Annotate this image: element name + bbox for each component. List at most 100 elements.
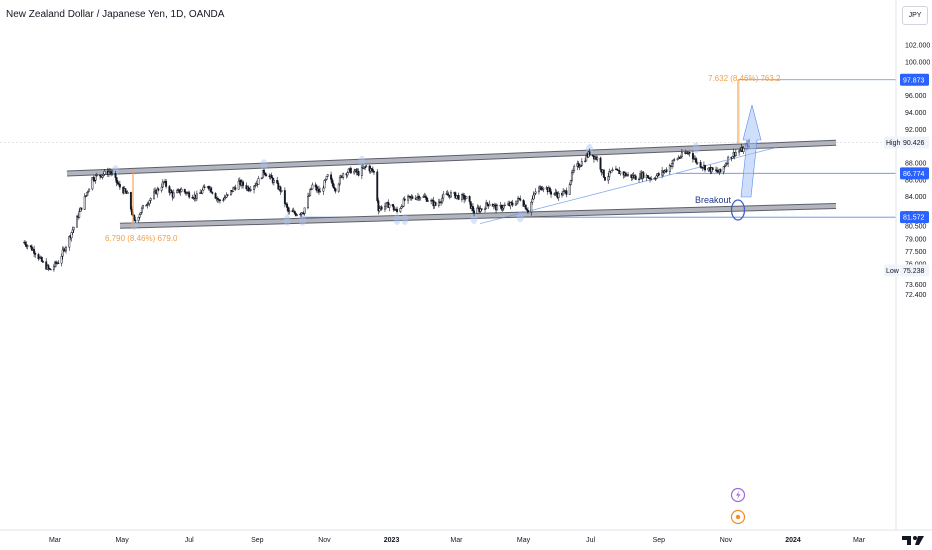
- candle-body: [307, 196, 309, 209]
- candle-body: [726, 163, 728, 165]
- candle-body: [33, 249, 36, 254]
- candle-body: [460, 194, 463, 200]
- candle-body: [223, 197, 226, 201]
- candle-body: [484, 208, 486, 210]
- candle-body: [147, 203, 150, 205]
- price-tag-label-box: [884, 264, 899, 277]
- candle-body: [373, 171, 375, 173]
- candle-body: [148, 200, 151, 204]
- tradingview-logo[interactable]: [900, 532, 928, 548]
- candle-body: [101, 175, 104, 178]
- candle-body: [441, 197, 444, 203]
- candle-body: [388, 204, 391, 208]
- candle-body: [678, 157, 681, 159]
- candle-body: [222, 199, 225, 201]
- price-tag-box: [900, 73, 929, 86]
- candle-body: [522, 200, 525, 207]
- touch-marker: [393, 213, 401, 225]
- left-measure-label: 6.790 (8.46%) 679.0: [105, 234, 178, 243]
- breakout-label: Breakout: [695, 195, 732, 205]
- candle-body: [165, 180, 168, 187]
- candle-body: [531, 198, 534, 203]
- candle-body: [371, 169, 374, 172]
- candle-body: [72, 226, 75, 231]
- candle-body: [203, 186, 206, 189]
- candle-body: [364, 166, 367, 168]
- candle-body: [41, 261, 44, 263]
- candle-body: [179, 191, 182, 193]
- candle-body: [355, 169, 358, 173]
- candle-body: [170, 190, 173, 194]
- candle-body: [591, 154, 594, 157]
- candle-body: [29, 245, 32, 248]
- candle-body: [94, 175, 97, 181]
- candle-body: [533, 193, 536, 196]
- candle-body: [665, 169, 668, 173]
- candle-body: [299, 213, 302, 216]
- candle-body: [503, 204, 506, 207]
- time-tick-label: Sep: [251, 537, 264, 544]
- touch-marker: [111, 165, 119, 177]
- candle-body: [129, 192, 132, 210]
- candle-body: [485, 202, 488, 210]
- candle-body: [270, 175, 273, 179]
- candle-body: [254, 185, 257, 187]
- candle-body: [399, 208, 402, 212]
- candle-body: [338, 176, 341, 185]
- candle-body: [579, 165, 582, 167]
- price-tick-label: 94.000: [905, 110, 927, 117]
- candle-body: [514, 203, 517, 206]
- candle-body: [519, 198, 522, 201]
- candle-body: [83, 196, 86, 210]
- candle-body: [114, 173, 117, 178]
- candle-body: [463, 195, 466, 200]
- candle-body: [573, 166, 576, 171]
- candle-body: [145, 204, 148, 207]
- candle-body: [149, 198, 152, 201]
- price-tag-value: 90.426: [903, 140, 925, 147]
- candle-body: [272, 179, 275, 183]
- candle-body: [26, 245, 29, 247]
- candle-body: [183, 189, 186, 193]
- candle-body: [425, 197, 428, 202]
- candle-body: [253, 185, 256, 190]
- candle-body: [296, 214, 298, 216]
- candle-body: [286, 203, 289, 208]
- price-tag-label-box: [884, 136, 899, 149]
- candle-body: [524, 204, 527, 210]
- touch-marker: [358, 155, 366, 167]
- candle-body: [342, 173, 345, 178]
- candle-body: [310, 188, 313, 191]
- price-tick-label: 77.500: [905, 249, 927, 256]
- candle-body: [324, 179, 327, 181]
- candle-body: [437, 201, 440, 206]
- bottom-icons[interactable]: [730, 487, 746, 525]
- candle-body: [680, 152, 683, 158]
- candle-body: [156, 188, 159, 195]
- candle-body: [377, 200, 380, 212]
- candle-body: [555, 192, 558, 195]
- candle-body: [403, 198, 406, 201]
- candle-body: [110, 171, 113, 174]
- candle-body: [48, 268, 51, 270]
- candle-body: [457, 194, 460, 200]
- candle-body: [565, 190, 568, 195]
- touch-marker: [516, 211, 524, 223]
- candle-body: [91, 177, 94, 190]
- candle-body: [234, 187, 237, 190]
- price-tick-label: 88.000: [905, 160, 927, 167]
- candle-body: [333, 187, 336, 190]
- time-axis[interactable]: Mar May Jul Sep Nov 2023 Mar May Jul Sep Nov 2024 Ma…: [49, 537, 866, 544]
- price-axis[interactable]: 102.000100.00098.00096.00094.00092.00090…: [884, 43, 930, 299]
- candle-body: [337, 183, 340, 192]
- currency-button[interactable]: JPY: [902, 6, 928, 25]
- candle-body: [517, 197, 519, 202]
- candle-body: [668, 165, 671, 173]
- candle-body: [707, 167, 710, 171]
- candle-body: [468, 196, 471, 202]
- candle-body: [195, 193, 198, 199]
- candle-body: [509, 202, 512, 206]
- candle-body: [634, 175, 637, 180]
- candle-body: [411, 196, 414, 199]
